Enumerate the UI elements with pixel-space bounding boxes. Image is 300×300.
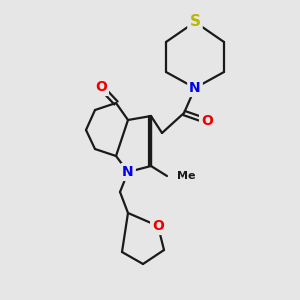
Text: O: O <box>95 80 107 94</box>
Text: S: S <box>190 14 200 29</box>
Text: N: N <box>122 165 134 179</box>
Text: O: O <box>201 114 213 128</box>
Text: O: O <box>152 219 164 233</box>
Text: Me: Me <box>177 171 196 181</box>
Text: N: N <box>189 81 201 95</box>
